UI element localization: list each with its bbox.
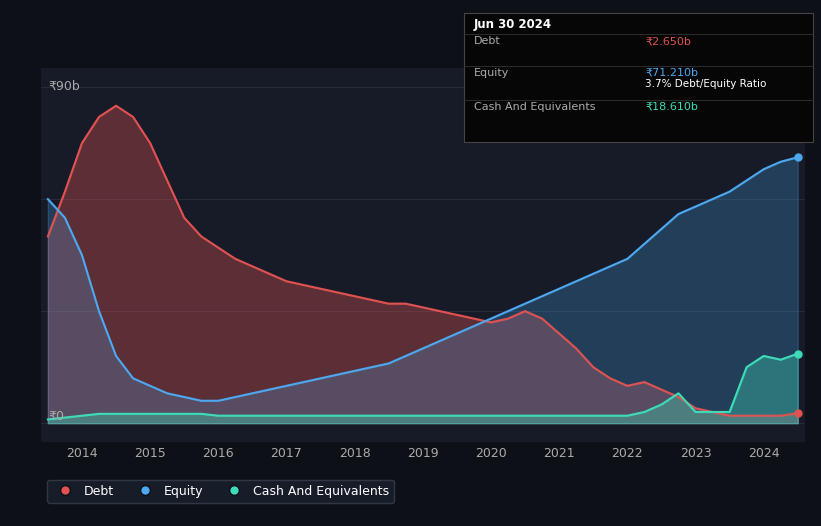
Text: 3.7% Debt/Equity Ratio: 3.7% Debt/Equity Ratio xyxy=(645,79,767,89)
Text: ₹2.650b: ₹2.650b xyxy=(645,36,691,46)
Text: ₹90b: ₹90b xyxy=(48,79,80,93)
Text: ₹0: ₹0 xyxy=(48,410,65,423)
Text: ₹18.610b: ₹18.610b xyxy=(645,102,698,112)
Text: Debt: Debt xyxy=(474,36,501,46)
Text: Jun 30 2024: Jun 30 2024 xyxy=(474,18,552,32)
Text: ₹71.210b: ₹71.210b xyxy=(645,68,699,78)
Legend: Debt, Equity, Cash And Equivalents: Debt, Equity, Cash And Equivalents xyxy=(48,480,394,503)
Text: Cash And Equivalents: Cash And Equivalents xyxy=(474,102,595,112)
Text: Equity: Equity xyxy=(474,68,509,78)
